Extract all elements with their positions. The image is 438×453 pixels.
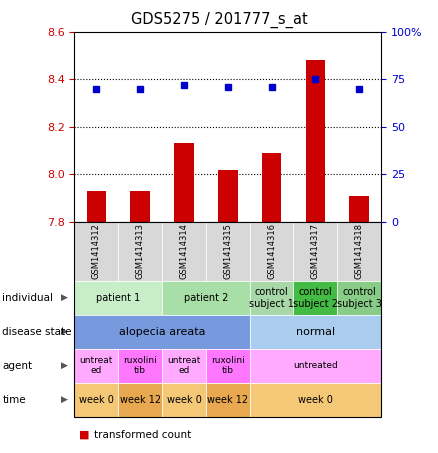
Text: GSM1414317: GSM1414317 bbox=[311, 223, 320, 280]
Text: individual: individual bbox=[2, 293, 53, 303]
Bar bbox=[350, 196, 369, 222]
Text: GSM1414313: GSM1414313 bbox=[136, 223, 145, 280]
Text: week 12: week 12 bbox=[207, 395, 248, 405]
Text: ▶: ▶ bbox=[61, 361, 68, 370]
Text: control
subject 2: control subject 2 bbox=[293, 287, 338, 308]
Text: patient 1: patient 1 bbox=[96, 293, 141, 303]
Bar bbox=[87, 191, 106, 222]
Text: week 12: week 12 bbox=[120, 395, 161, 405]
Bar bbox=[174, 144, 194, 222]
Text: patient 2: patient 2 bbox=[184, 293, 228, 303]
Text: ▶: ▶ bbox=[61, 294, 68, 302]
Text: GSM1414316: GSM1414316 bbox=[267, 223, 276, 280]
Text: week 0: week 0 bbox=[166, 395, 201, 405]
Text: ruxolini
tib: ruxolini tib bbox=[211, 356, 245, 376]
Text: disease state: disease state bbox=[2, 327, 72, 337]
Text: untreat
ed: untreat ed bbox=[167, 356, 201, 376]
Text: normal: normal bbox=[296, 327, 335, 337]
Text: control
subject 1: control subject 1 bbox=[249, 287, 294, 308]
Bar bbox=[218, 170, 238, 222]
Bar bbox=[306, 60, 325, 222]
Text: GSM1414312: GSM1414312 bbox=[92, 223, 101, 280]
Text: week 0: week 0 bbox=[298, 395, 333, 405]
Text: ▶: ▶ bbox=[61, 395, 68, 404]
Bar bbox=[131, 191, 150, 222]
Text: GSM1414315: GSM1414315 bbox=[223, 223, 232, 280]
Text: ▶: ▶ bbox=[61, 328, 68, 336]
Text: ruxolini
tib: ruxolini tib bbox=[123, 356, 157, 376]
Text: GDS5275 / 201777_s_at: GDS5275 / 201777_s_at bbox=[131, 11, 307, 28]
Text: time: time bbox=[2, 395, 26, 405]
Text: GSM1414318: GSM1414318 bbox=[355, 223, 364, 280]
Text: untreated: untreated bbox=[293, 361, 338, 370]
Text: week 0: week 0 bbox=[79, 395, 114, 405]
Text: untreat
ed: untreat ed bbox=[80, 356, 113, 376]
Text: control
subject 3: control subject 3 bbox=[337, 287, 381, 308]
Text: alopecia areata: alopecia areata bbox=[119, 327, 205, 337]
Bar bbox=[262, 153, 281, 222]
Text: transformed count: transformed count bbox=[94, 430, 191, 440]
Text: GSM1414314: GSM1414314 bbox=[180, 223, 188, 280]
Text: ■: ■ bbox=[79, 430, 89, 440]
Text: agent: agent bbox=[2, 361, 32, 371]
